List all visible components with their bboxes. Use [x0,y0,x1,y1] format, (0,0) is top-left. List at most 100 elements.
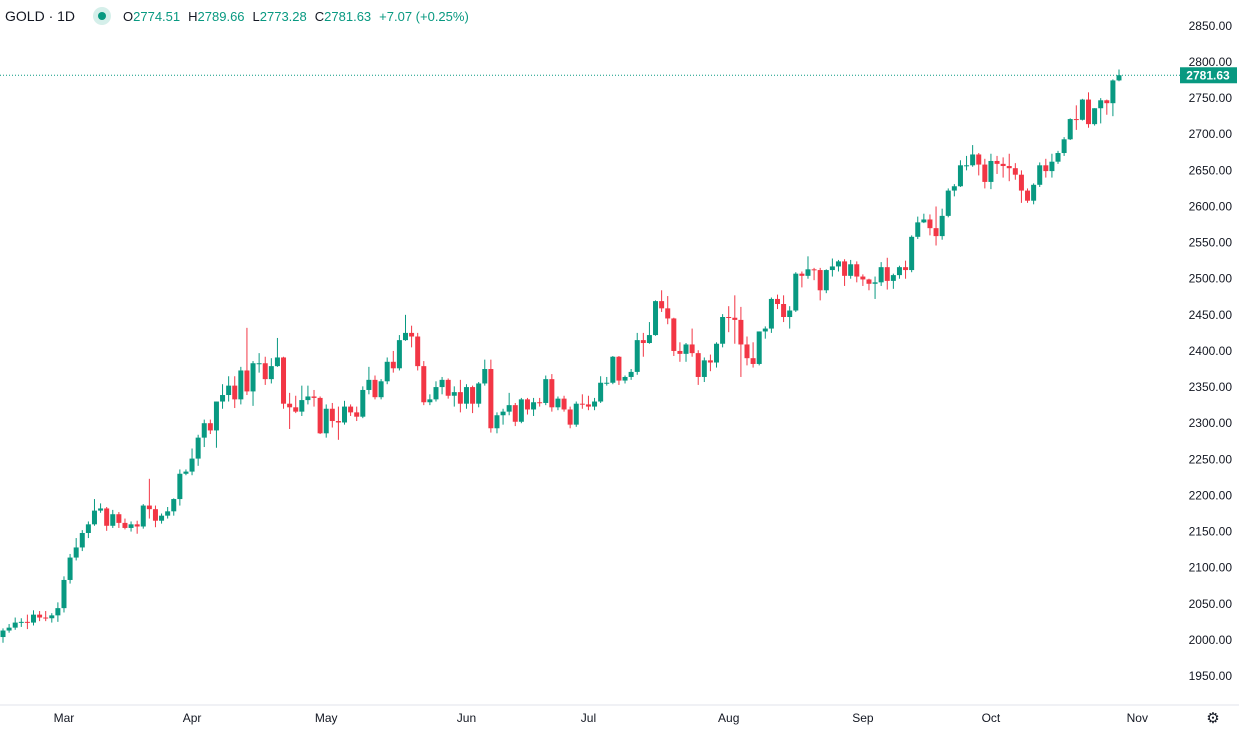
candle-body [866,279,872,284]
candle [793,272,799,312]
gear-icon[interactable]: ⚙ [1206,710,1220,727]
candle-body [774,298,780,305]
candle-body [402,332,408,341]
candle [732,295,738,344]
price-tick-label: 2050.00 [1189,597,1233,611]
candle-body [232,385,238,400]
candle-body [823,270,829,291]
candle [6,624,12,633]
candle-body [1043,165,1049,172]
candle-body [189,458,195,472]
candle [543,375,549,406]
candle-body [98,508,104,511]
candle-body [793,273,799,311]
candle-body [738,319,744,345]
candle [524,397,530,415]
candle-body [939,215,945,237]
candle [1018,170,1024,203]
candle-body [354,412,360,417]
candle-body [207,423,213,431]
candle [781,295,787,323]
candle [927,214,933,236]
candle-body [439,379,445,388]
candle [195,434,201,466]
candle-body [335,421,341,423]
candle-body [842,261,848,276]
candle-body [506,405,512,412]
candle-body [750,358,756,364]
candle [988,153,994,190]
candle [689,328,695,357]
candle [329,402,335,428]
candle-body [482,369,488,384]
candle-body [848,264,854,276]
candle-body [982,164,988,182]
candle [463,384,469,409]
candle-body [55,608,61,616]
candle-body [488,369,494,429]
price-axis[interactable]: 2850.00 2800.00 2750.00 2700.00 2650.00 2600.… [1189,19,1233,683]
candle [842,259,848,286]
candle-body [970,154,976,166]
candle [262,356,268,385]
candle [1012,163,1018,180]
candle [360,386,366,419]
symbol-title[interactable]: GOLD · 1D [5,8,76,24]
candle-body [665,308,671,319]
price-tick-label: 2150.00 [1189,525,1233,539]
candle-body [909,236,915,271]
candle-body [134,524,140,527]
candle-body [463,387,469,404]
candle [1104,99,1110,115]
candle-body [524,399,530,410]
time-axis[interactable]: Mar Apr May Jun Jul Aug Sep Oct Nov [54,711,1148,725]
candle-body [1006,166,1012,169]
candle [274,337,280,367]
candle-body [311,396,317,398]
price-tick-label: 1950.00 [1189,669,1233,683]
candle [976,153,982,176]
candle [884,257,890,290]
candle [866,278,872,291]
candle [415,332,421,371]
candle [744,336,750,366]
candle-body [567,409,573,425]
candle-body [683,344,689,354]
candle-body [299,400,305,412]
candle [207,419,213,435]
candle [305,385,311,405]
candle [177,469,183,506]
candle [573,401,579,427]
candle-body [701,360,707,377]
candle [402,314,408,341]
market-open-dot-icon[interactable] [93,7,112,25]
time-tick-label: Mar [54,711,75,725]
candle [433,381,439,402]
candle [957,160,963,187]
time-tick-label: Jun [457,711,476,725]
candle-body [1098,100,1104,109]
candle-body [512,405,518,422]
candle [640,332,646,357]
candle [585,395,591,411]
open-label: O [123,8,134,24]
candle [37,611,43,622]
candle-body [73,547,79,558]
candle [61,576,67,613]
time-tick-label: May [315,711,338,725]
price-tick-label: 2400.00 [1189,344,1233,358]
candle-body [951,186,957,191]
candle [1061,137,1067,156]
candle [165,506,171,519]
candle-body [91,510,97,525]
candle [250,361,256,406]
candle-body [396,340,402,369]
candle-body [0,630,6,638]
candle [909,235,915,273]
candle [201,419,207,448]
candle [695,350,701,385]
candle-body [293,407,299,412]
change-value: +7.07 (+0.25%) [379,8,469,24]
candle [622,375,628,384]
